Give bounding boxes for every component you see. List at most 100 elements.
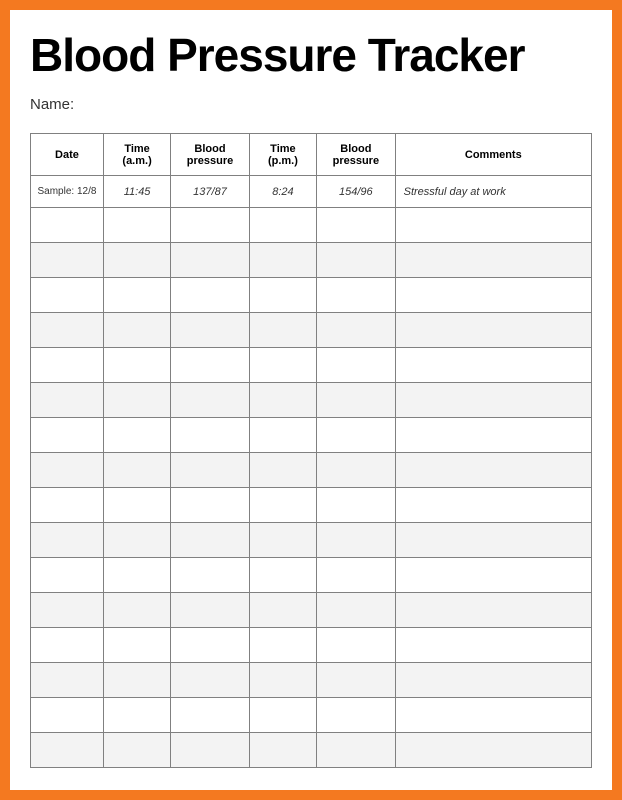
empty-cell[interactable] — [171, 348, 250, 383]
empty-cell[interactable] — [171, 628, 250, 663]
empty-cell[interactable] — [31, 663, 104, 698]
empty-cell[interactable] — [31, 698, 104, 733]
empty-cell[interactable] — [103, 698, 170, 733]
sample-time-pm: 8:24 — [249, 176, 316, 208]
empty-cell[interactable] — [249, 313, 316, 348]
empty-cell[interactable] — [31, 558, 104, 593]
empty-cell[interactable] — [317, 453, 396, 488]
empty-cell[interactable] — [317, 418, 396, 453]
empty-cell[interactable] — [395, 383, 591, 418]
col-header-time-am: Time (a.m.) — [103, 134, 170, 176]
empty-cell[interactable] — [31, 418, 104, 453]
empty-cell[interactable] — [103, 523, 170, 558]
empty-cell[interactable] — [31, 593, 104, 628]
empty-cell[interactable] — [31, 523, 104, 558]
empty-cell[interactable] — [249, 733, 316, 768]
empty-cell[interactable] — [395, 558, 591, 593]
empty-cell[interactable] — [317, 243, 396, 278]
empty-cell[interactable] — [395, 313, 591, 348]
empty-cell[interactable] — [317, 558, 396, 593]
empty-cell[interactable] — [395, 733, 591, 768]
empty-cell[interactable] — [103, 453, 170, 488]
empty-cell[interactable] — [31, 208, 104, 243]
empty-cell[interactable] — [31, 278, 104, 313]
empty-cell[interactable] — [103, 383, 170, 418]
empty-cell[interactable] — [103, 558, 170, 593]
empty-cell[interactable] — [103, 663, 170, 698]
empty-cell[interactable] — [395, 698, 591, 733]
empty-cell[interactable] — [395, 208, 591, 243]
empty-cell[interactable] — [171, 243, 250, 278]
sample-date: Sample: 12/8 — [31, 176, 104, 208]
empty-cell[interactable] — [171, 593, 250, 628]
empty-cell[interactable] — [171, 383, 250, 418]
empty-cell[interactable] — [317, 313, 396, 348]
empty-cell[interactable] — [317, 593, 396, 628]
empty-cell[interactable] — [395, 488, 591, 523]
empty-cell[interactable] — [249, 208, 316, 243]
empty-cell[interactable] — [395, 523, 591, 558]
empty-cell[interactable] — [171, 313, 250, 348]
empty-cell[interactable] — [103, 418, 170, 453]
empty-cell[interactable] — [171, 733, 250, 768]
empty-cell[interactable] — [31, 453, 104, 488]
empty-cell[interactable] — [317, 278, 396, 313]
empty-cell[interactable] — [395, 243, 591, 278]
empty-cell[interactable] — [249, 278, 316, 313]
empty-cell[interactable] — [103, 488, 170, 523]
empty-cell[interactable] — [395, 628, 591, 663]
empty-cell[interactable] — [249, 663, 316, 698]
empty-cell[interactable] — [249, 558, 316, 593]
empty-cell[interactable] — [249, 628, 316, 663]
empty-cell[interactable] — [395, 593, 591, 628]
empty-cell[interactable] — [317, 488, 396, 523]
empty-cell[interactable] — [249, 418, 316, 453]
empty-cell[interactable] — [249, 348, 316, 383]
empty-cell[interactable] — [31, 313, 104, 348]
empty-cell[interactable] — [103, 243, 170, 278]
empty-cell[interactable] — [171, 698, 250, 733]
empty-cell[interactable] — [317, 383, 396, 418]
empty-cell[interactable] — [31, 488, 104, 523]
sample-comments: Stressful day at work — [395, 176, 591, 208]
empty-cell[interactable] — [395, 418, 591, 453]
empty-cell[interactable] — [249, 488, 316, 523]
empty-cell[interactable] — [317, 663, 396, 698]
empty-cell[interactable] — [317, 208, 396, 243]
empty-cell[interactable] — [395, 663, 591, 698]
empty-cell[interactable] — [171, 558, 250, 593]
empty-cell[interactable] — [249, 383, 316, 418]
empty-cell[interactable] — [317, 733, 396, 768]
empty-cell[interactable] — [103, 208, 170, 243]
empty-cell[interactable] — [103, 278, 170, 313]
empty-cell[interactable] — [395, 278, 591, 313]
empty-cell[interactable] — [249, 243, 316, 278]
empty-cell[interactable] — [31, 243, 104, 278]
empty-cell[interactable] — [103, 628, 170, 663]
empty-cell[interactable] — [317, 348, 396, 383]
empty-cell[interactable] — [249, 453, 316, 488]
empty-cell[interactable] — [31, 733, 104, 768]
empty-cell[interactable] — [171, 663, 250, 698]
empty-cell[interactable] — [103, 593, 170, 628]
empty-cell[interactable] — [395, 348, 591, 383]
empty-cell[interactable] — [249, 523, 316, 558]
empty-cell[interactable] — [171, 523, 250, 558]
empty-cell[interactable] — [171, 208, 250, 243]
empty-cell[interactable] — [317, 523, 396, 558]
empty-cell[interactable] — [249, 593, 316, 628]
empty-cell[interactable] — [171, 488, 250, 523]
empty-cell[interactable] — [103, 313, 170, 348]
empty-cell[interactable] — [317, 698, 396, 733]
empty-cell[interactable] — [249, 698, 316, 733]
empty-cell[interactable] — [31, 383, 104, 418]
empty-cell[interactable] — [171, 453, 250, 488]
empty-cell[interactable] — [31, 348, 104, 383]
empty-cell[interactable] — [171, 278, 250, 313]
empty-cell[interactable] — [395, 453, 591, 488]
empty-cell[interactable] — [31, 628, 104, 663]
empty-cell[interactable] — [103, 348, 170, 383]
empty-cell[interactable] — [103, 733, 170, 768]
empty-cell[interactable] — [171, 418, 250, 453]
empty-cell[interactable] — [317, 628, 396, 663]
